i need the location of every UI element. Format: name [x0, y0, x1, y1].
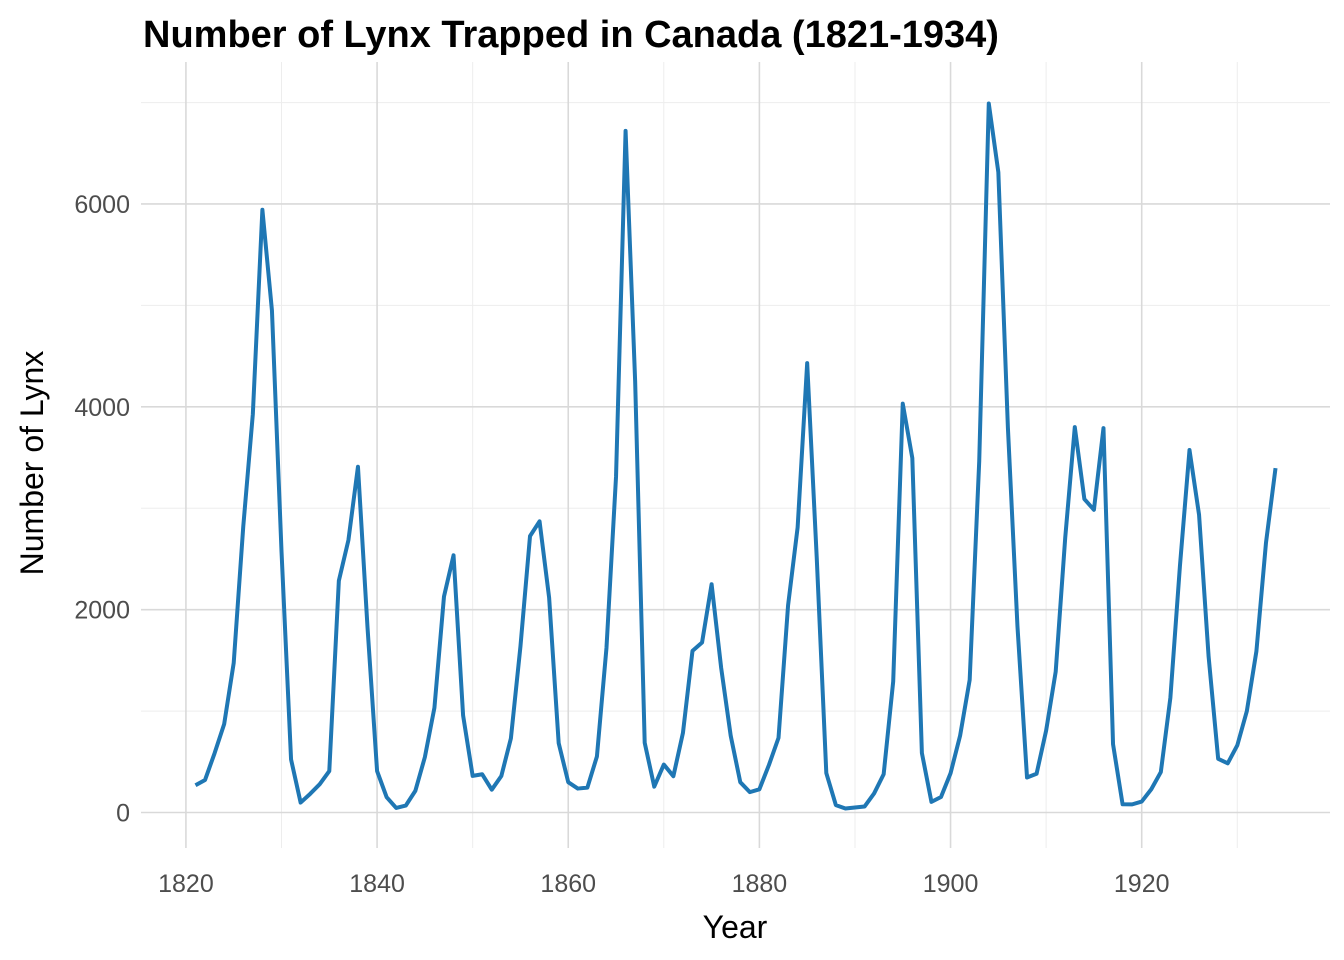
y-tick-label: 4000: [74, 394, 130, 422]
x-tick-label: 1880: [732, 870, 788, 898]
y-tick-label: 2000: [74, 597, 130, 625]
x-axis-ticks: 1820 1840 1860 1880 1900 1920: [158, 870, 1169, 898]
x-tick-label: 1860: [540, 870, 596, 898]
series-layer: [194, 101, 1278, 811]
x-tick-label: 1820: [158, 870, 214, 898]
y-axis-label: Number of Lynx: [14, 351, 50, 576]
x-tick-label: 1900: [923, 870, 979, 898]
chart-title: Number of Lynx Trapped in Canada (1821-1…: [143, 14, 999, 56]
y-tick-label: 0: [116, 800, 130, 828]
y-tick-label: 6000: [74, 191, 130, 219]
y-axis-ticks: 0 2000 4000 6000: [74, 191, 130, 828]
x-axis-label: Year: [703, 909, 768, 945]
x-tick-label: 1840: [349, 870, 405, 898]
minor-gridlines: [141, 62, 1330, 848]
series-line: [194, 101, 1278, 811]
x-tick-label: 1920: [1114, 870, 1170, 898]
